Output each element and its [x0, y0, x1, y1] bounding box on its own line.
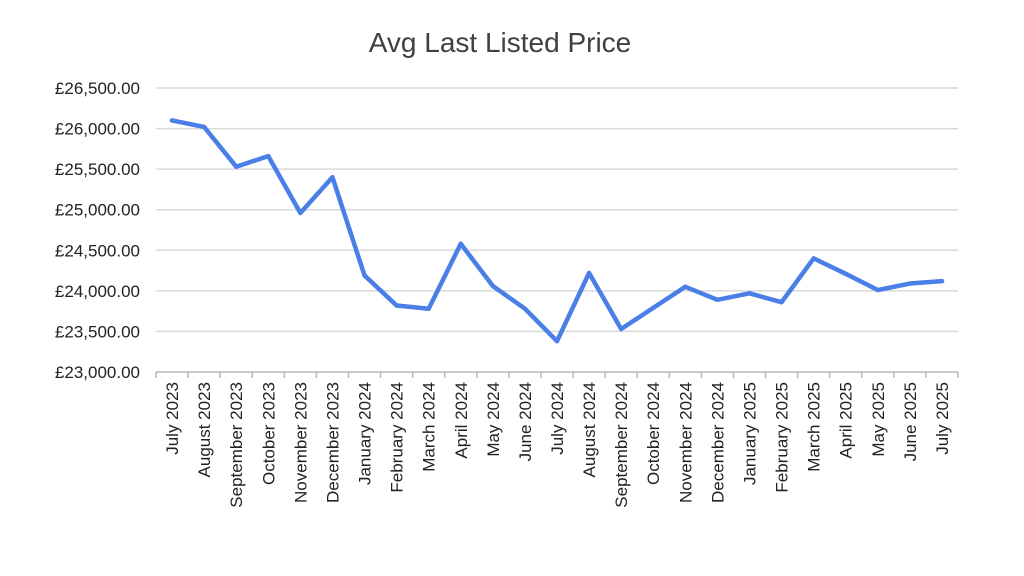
x-tick-label: February 2024 [388, 382, 407, 493]
data-point [843, 271, 848, 277]
x-tick-label: August 2024 [580, 382, 599, 477]
data-point [234, 164, 239, 169]
x-tick-label: December 2024 [708, 382, 727, 503]
x-tick-label: July 2025 [933, 382, 952, 455]
y-tick-label: £24,500.00 [55, 241, 140, 260]
x-tick-label: February 2025 [773, 382, 792, 493]
chart-title: Avg Last Listed Price [369, 27, 632, 58]
data-point [939, 278, 945, 284]
y-tick-label: £25,000.00 [55, 201, 140, 220]
x-tick-label: July 2024 [548, 382, 567, 455]
data-point [394, 303, 399, 308]
x-tick-label: March 2025 [805, 382, 824, 472]
x-tick-label: May 2024 [484, 382, 503, 457]
y-tick-label: £26,500.00 [55, 79, 140, 98]
data-point [618, 326, 624, 332]
x-tick-label: October 2023 [259, 382, 278, 485]
x-tick-label: January 2025 [740, 382, 759, 485]
x-tick-label: August 2023 [195, 382, 214, 477]
x-tick-label: October 2024 [644, 382, 663, 485]
data-point [201, 124, 207, 130]
x-tick-label: April 2024 [452, 382, 471, 459]
x-tick-label: April 2025 [837, 382, 856, 459]
y-tick-label: £23,000.00 [55, 363, 140, 382]
data-point [907, 281, 913, 286]
data-point [490, 283, 496, 289]
x-tick-label: June 2025 [901, 382, 920, 461]
gridlines [156, 87, 958, 333]
data-point [362, 273, 367, 278]
data-point [266, 153, 271, 159]
x-tick-label: January 2024 [356, 382, 375, 485]
x-tick-label: September 2023 [227, 382, 246, 508]
x-tick-label: July 2023 [163, 382, 182, 455]
y-tick-label: £23,500.00 [55, 322, 140, 341]
x-axis [155, 371, 959, 378]
data-point [458, 241, 463, 246]
x-axis-tick-labels: July 2023 August 2023 September 2023 Octobe… [163, 382, 952, 508]
data-point [330, 175, 335, 180]
x-tick-label: September 2024 [612, 382, 631, 508]
y-tick-label: £24,000.00 [55, 282, 140, 301]
x-tick-label: March 2024 [420, 382, 439, 472]
data-point [651, 305, 656, 311]
data-point [747, 291, 752, 296]
data-point [779, 300, 784, 305]
y-axis-tick-labels: £23,000.00 £23,500.00 £24,000.00 £24,500.00… [55, 79, 140, 382]
data-point [169, 118, 175, 123]
data-point [298, 210, 303, 216]
data-point [683, 284, 688, 289]
x-tick-label: November 2023 [291, 382, 310, 503]
data-point [715, 297, 720, 302]
data-point [875, 287, 880, 293]
y-tick-label: £26,000.00 [55, 120, 140, 139]
series-layer [169, 118, 945, 344]
data-point [426, 306, 431, 311]
data-point [586, 270, 592, 276]
data-point [811, 256, 816, 261]
x-tick-label: December 2023 [323, 382, 342, 503]
y-tick-label: £25,500.00 [55, 160, 140, 179]
data-point [554, 338, 560, 344]
x-tick-label: November 2024 [676, 382, 695, 503]
data-point [522, 306, 528, 311]
x-tick-label: June 2024 [516, 382, 535, 461]
x-tick-label: May 2025 [869, 382, 888, 457]
series-line [169, 118, 945, 344]
